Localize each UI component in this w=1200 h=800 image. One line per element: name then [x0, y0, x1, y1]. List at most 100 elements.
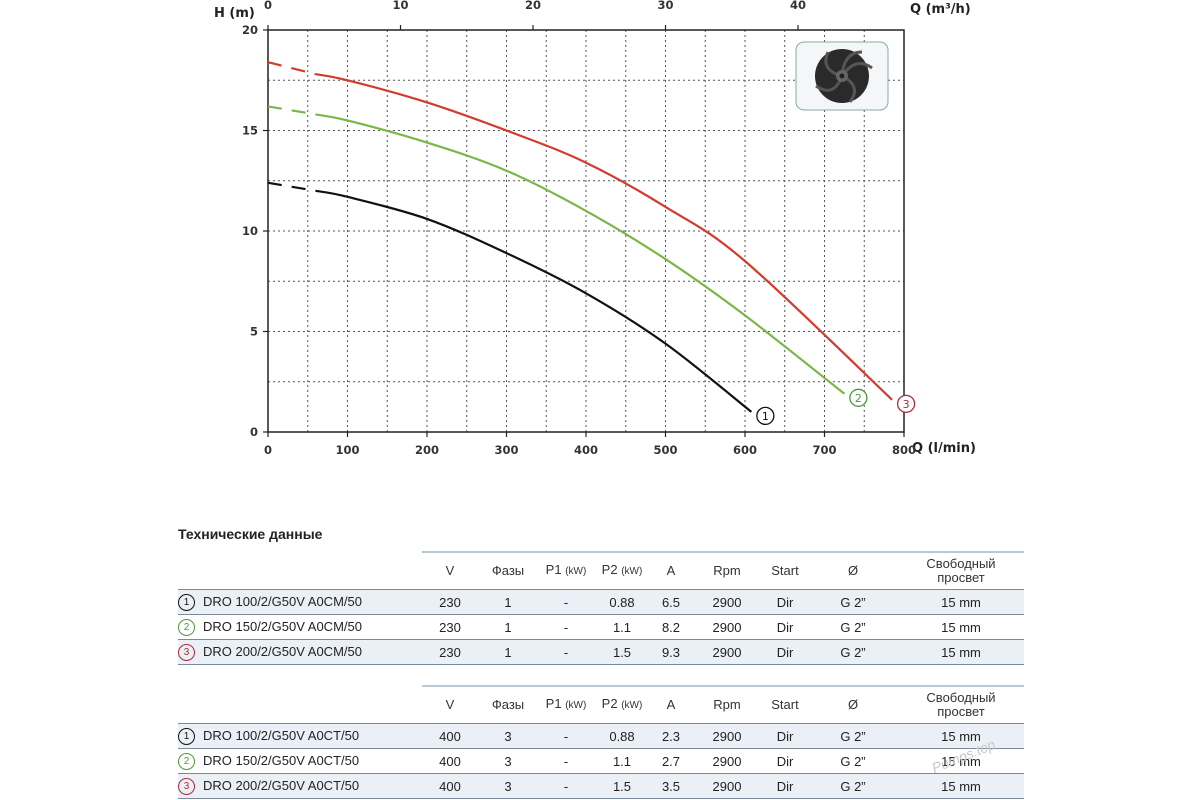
- cell-rpm: 2900: [692, 614, 762, 640]
- y-tick-label: 5: [250, 325, 258, 339]
- cell-start: Dir: [762, 773, 808, 799]
- col-rpm: Rpm: [692, 685, 762, 724]
- cell-phases: 3: [478, 773, 538, 799]
- col-start: Start: [762, 685, 808, 724]
- cell-diameter: G 2”: [808, 589, 898, 615]
- cell-current: 2.3: [650, 723, 692, 749]
- cell-clearance: 15 mm: [898, 614, 1024, 640]
- cell-model: 2 DRO 150/2/G50V A0CM/50: [178, 614, 422, 640]
- col-clearance: Свободный просвет: [898, 685, 1024, 724]
- cell-p1: -: [538, 639, 594, 665]
- cell-p2: 1.5: [594, 773, 650, 799]
- curve-2-dashed-segment: [267, 105, 316, 116]
- cell-clearance: 15 mm: [898, 773, 1024, 799]
- table-row: 3 DRO 200/2/G50V A0CM/50 230 1-1.5 9.3 2900 Di…: [178, 639, 1024, 665]
- cell-rpm: 2900: [692, 589, 762, 615]
- x2-tick-label: 0: [264, 0, 272, 12]
- cell-diameter: G 2”: [808, 639, 898, 665]
- col-v: V: [422, 551, 478, 590]
- cell-p1: -: [538, 614, 594, 640]
- cell-model: 3 DRO 200/2/G50V A0CM/50: [178, 639, 422, 665]
- col-a: A: [650, 685, 692, 724]
- cell-voltage: 400: [422, 773, 478, 799]
- cell-model: 1 DRO 100/2/G50V A0CT/50: [178, 723, 422, 749]
- cell-clearance: 15 mm: [898, 589, 1024, 615]
- x-tick-label: 0: [264, 443, 272, 457]
- cell-phases: 1: [478, 614, 538, 640]
- col-a: A: [650, 551, 692, 590]
- x-tick-label: 300: [494, 443, 518, 457]
- x-tick-label: 200: [415, 443, 439, 457]
- curve-number-badge: 2: [178, 618, 195, 636]
- cell-voltage: 230: [422, 639, 478, 665]
- model-name: DRO 200/2/G50V A0CT/50: [203, 778, 360, 794]
- cell-current: 2.7: [650, 748, 692, 774]
- curve-3-label: 3: [903, 398, 910, 411]
- cell-rpm: 2900: [692, 748, 762, 774]
- x2-tick-label: 30: [657, 0, 673, 12]
- cell-current: 8.2: [650, 614, 692, 640]
- col-v: V: [422, 685, 478, 724]
- cell-current: 9.3: [650, 639, 692, 665]
- cell-phases: 3: [478, 748, 538, 774]
- col-clearance: Свободный просвет: [898, 551, 1024, 590]
- cell-clearance: 15 mm: [898, 723, 1024, 749]
- x2-tick-label: 10: [392, 0, 408, 12]
- x-tick-label: 400: [574, 443, 598, 457]
- col-diameter: Ø: [808, 551, 898, 590]
- cell-voltage: 230: [422, 589, 478, 615]
- col-rpm: Rpm: [692, 551, 762, 590]
- col-phases: Фазы: [478, 685, 538, 724]
- curve-number-badge: 2: [178, 752, 195, 770]
- cell-diameter: G 2”: [808, 614, 898, 640]
- cell-voltage: 400: [422, 748, 478, 774]
- cell-model: 3 DRO 200/2/G50V A0CT/50: [178, 773, 422, 799]
- x-tick-label: 500: [653, 443, 677, 457]
- curve-3-line: [315, 73, 893, 401]
- cell-p1: -: [538, 589, 594, 615]
- cell-current: 3.5: [650, 773, 692, 799]
- cell-p1: -: [538, 748, 594, 774]
- model-name: DRO 150/2/G50V A0CT/50: [203, 753, 360, 769]
- cell-current: 6.5: [650, 589, 692, 615]
- y-axis-label: H (m): [214, 6, 255, 21]
- cell-rpm: 2900: [692, 773, 762, 799]
- curve-2-line: [315, 113, 846, 395]
- curve-2-badge: [849, 388, 868, 407]
- table-row: 3 DRO 200/2/G50V A0CT/50 400 3-1.5 3.5 2900 Di…: [178, 773, 1024, 799]
- curve-1-label: 1: [762, 410, 769, 423]
- col-diameter: Ø: [808, 685, 898, 724]
- x2-tick-label: 20: [525, 0, 541, 12]
- curve-1-dashed-segment: [267, 181, 316, 192]
- cell-phases: 3: [478, 723, 538, 749]
- curve-1-line: [315, 189, 753, 413]
- curve-number-badge: 1: [178, 727, 195, 745]
- table-row: 2 DRO 150/2/G50V A0CT/50 400 3-1.1 2.7 2900 Di…: [178, 748, 1024, 774]
- model-name: DRO 200/2/G50V A0CM/50: [203, 644, 362, 660]
- cell-clearance: 15 mm: [898, 639, 1024, 665]
- table-row: 1 DRO 100/2/G50V A0CT/50 400 3-0.88 2.3 2900 D…: [178, 723, 1024, 749]
- grid: [268, 30, 904, 432]
- col-p2: P2 (kW): [594, 685, 650, 724]
- y-tick-label: 15: [242, 124, 258, 138]
- cell-diameter: G 2”: [808, 748, 898, 774]
- cell-p2: 0.88: [594, 723, 650, 749]
- cell-p2: 1.1: [594, 614, 650, 640]
- specs-table-single-phase: V Фазы P1 (kW) P2 (kW) A Rpm Start Ø Сво…: [178, 551, 1024, 665]
- impeller-photo: [795, 41, 889, 111]
- curve-1-badge: [756, 406, 775, 426]
- cell-rpm: 2900: [692, 639, 762, 665]
- cell-start: Dir: [762, 723, 808, 749]
- model-name: DRO 100/2/G50V A0CT/50: [203, 728, 360, 744]
- y-tick-label: 20: [242, 23, 258, 37]
- cell-voltage: 230: [422, 614, 478, 640]
- curve-3-badge: [896, 394, 916, 413]
- table-header: V Фазы P1 (kW) P2 (kW) A Rpm Start Ø Сво…: [178, 551, 1024, 590]
- cell-p2: 1.5: [594, 639, 650, 665]
- col-start: Start: [762, 551, 808, 590]
- curve-number-badge: 3: [178, 777, 195, 795]
- cell-clearance: 15 mm: [898, 748, 1024, 774]
- x-axis-label: Q (l/min): [912, 441, 976, 456]
- table-row: 1 DRO 100/2/G50V A0CM/50 230 1-0.88 6.5 2900 D…: [178, 589, 1024, 615]
- model-name: DRO 100/2/G50V A0CM/50: [203, 594, 362, 610]
